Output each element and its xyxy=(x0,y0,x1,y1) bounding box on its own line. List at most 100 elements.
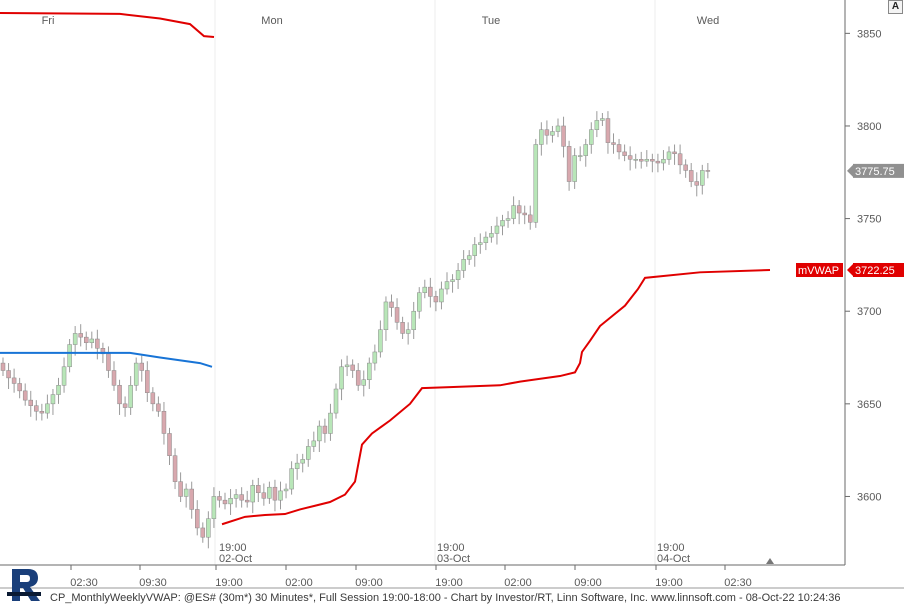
candle-body-86 xyxy=(478,242,483,245)
candle-body-61 xyxy=(339,366,344,390)
weekly-vwap-line xyxy=(0,351,213,368)
candle-body-21 xyxy=(117,385,122,405)
candle-body-51 xyxy=(283,488,289,492)
candle-body-33 xyxy=(183,488,189,497)
candle-body-121 xyxy=(672,151,677,155)
candle-body-39 xyxy=(217,496,222,501)
candle-body-56 xyxy=(311,440,317,447)
candle-body-55 xyxy=(306,446,311,460)
candle-body-104 xyxy=(577,155,583,157)
session-date-label-2: 04-Oct xyxy=(657,553,690,565)
chart-grid xyxy=(214,0,656,565)
day-label-1: Mon xyxy=(261,15,282,27)
investor-rt-logo xyxy=(7,569,41,601)
monthly-vwap-friday-line xyxy=(0,11,215,39)
candle-body-46 xyxy=(256,485,261,494)
candle-body-87 xyxy=(483,236,489,243)
candle-body-8 xyxy=(45,403,50,414)
candle-body-122 xyxy=(677,153,683,166)
y-tick-label-3: 3750 xyxy=(857,214,881,226)
y-tick-label-0: 3600 xyxy=(857,491,881,503)
candle-body-111 xyxy=(616,144,622,153)
candle-body-59 xyxy=(328,412,333,434)
vwap-name-label: mVWAP xyxy=(798,265,839,277)
session-time-label-1: 19:00 xyxy=(437,542,465,554)
y-tick-label-5: 3850 xyxy=(857,28,881,40)
x-tick-label-7: 09:00 xyxy=(574,577,602,589)
candle-body-7 xyxy=(39,410,45,414)
candle-body-10 xyxy=(56,385,61,395)
candle-body-58 xyxy=(322,425,328,434)
candle-body-78 xyxy=(433,296,439,303)
candle-body-114 xyxy=(633,159,638,161)
candle-body-85 xyxy=(472,244,477,256)
candle-body-125 xyxy=(694,181,699,186)
candle-body-113 xyxy=(627,155,633,160)
candle-body-28 xyxy=(156,403,161,412)
candle-body-29 xyxy=(161,410,167,434)
candle-body-98 xyxy=(544,129,550,136)
vwap-arrow xyxy=(847,263,853,276)
candle-body-70 xyxy=(389,301,394,308)
candle-body-60 xyxy=(333,388,339,414)
candle-body-15 xyxy=(84,336,89,343)
candle-body-27 xyxy=(150,392,156,405)
last-price-arrow xyxy=(847,164,853,177)
candle-body-42 xyxy=(233,494,239,499)
candle-body-31 xyxy=(172,455,178,482)
candle-body-17 xyxy=(95,338,100,349)
candle-body-93 xyxy=(516,205,522,214)
candle-body-11 xyxy=(61,366,67,386)
candle-body-68 xyxy=(378,329,383,353)
candle-body-57 xyxy=(317,425,322,442)
current-bar-marker xyxy=(766,558,774,564)
vwap-name-box xyxy=(796,262,843,277)
y-tick-label-4: 3800 xyxy=(857,121,881,133)
candle-body-67 xyxy=(372,351,378,364)
candle-body-4 xyxy=(22,390,28,401)
candle-body-34 xyxy=(189,488,194,510)
candle-body-72 xyxy=(400,322,405,334)
session-date-label-0: 02-Oct xyxy=(219,553,252,565)
vwap-value-box xyxy=(853,262,904,277)
candle-body-73 xyxy=(405,329,411,334)
candle-body-84 xyxy=(466,255,472,260)
x-tick-label-9: 02:30 xyxy=(724,577,752,589)
x-tick-label-6: 02:00 xyxy=(504,577,532,589)
x-tick-label-8: 19:00 xyxy=(655,577,683,589)
candle-body-109 xyxy=(605,118,611,143)
candle-body-92 xyxy=(511,205,516,219)
x-tick-label-0: 02:30 xyxy=(70,577,98,589)
candle-body-2 xyxy=(11,377,17,384)
candle-body-82 xyxy=(455,270,461,280)
candle-body-106 xyxy=(589,129,594,145)
candle-body-119 xyxy=(661,159,666,164)
x-tick-label-3: 02:00 xyxy=(285,577,313,589)
candle-body-81 xyxy=(450,279,455,282)
auto-scale-button[interactable]: A xyxy=(888,0,903,14)
candle-body-90 xyxy=(500,220,505,227)
last-price-box xyxy=(853,163,904,178)
candle-body-115 xyxy=(639,159,644,162)
candle-body-71 xyxy=(394,307,400,323)
candle-body-116 xyxy=(644,159,650,162)
candle-body-14 xyxy=(78,333,83,338)
candle-body-123 xyxy=(683,164,688,171)
candle-body-22 xyxy=(122,403,128,408)
vwap-value-label: 3722.25 xyxy=(855,265,895,277)
candle-body-43 xyxy=(239,494,244,501)
candle-body-50 xyxy=(278,490,283,501)
candle-body-108 xyxy=(600,118,605,121)
candle-body-25 xyxy=(139,362,144,371)
session-time-label-0: 19:00 xyxy=(219,542,247,554)
candle-body-48 xyxy=(267,486,272,499)
candle-body-3 xyxy=(17,383,22,392)
candle-body-89 xyxy=(494,225,500,234)
candle-body-64 xyxy=(355,370,361,386)
candle-body-95 xyxy=(528,214,533,223)
candle-body-13 xyxy=(72,333,78,345)
candle-body-117 xyxy=(650,159,655,162)
candlestick-series xyxy=(0,111,711,549)
x-tick-label-5: 19:00 xyxy=(435,577,463,589)
